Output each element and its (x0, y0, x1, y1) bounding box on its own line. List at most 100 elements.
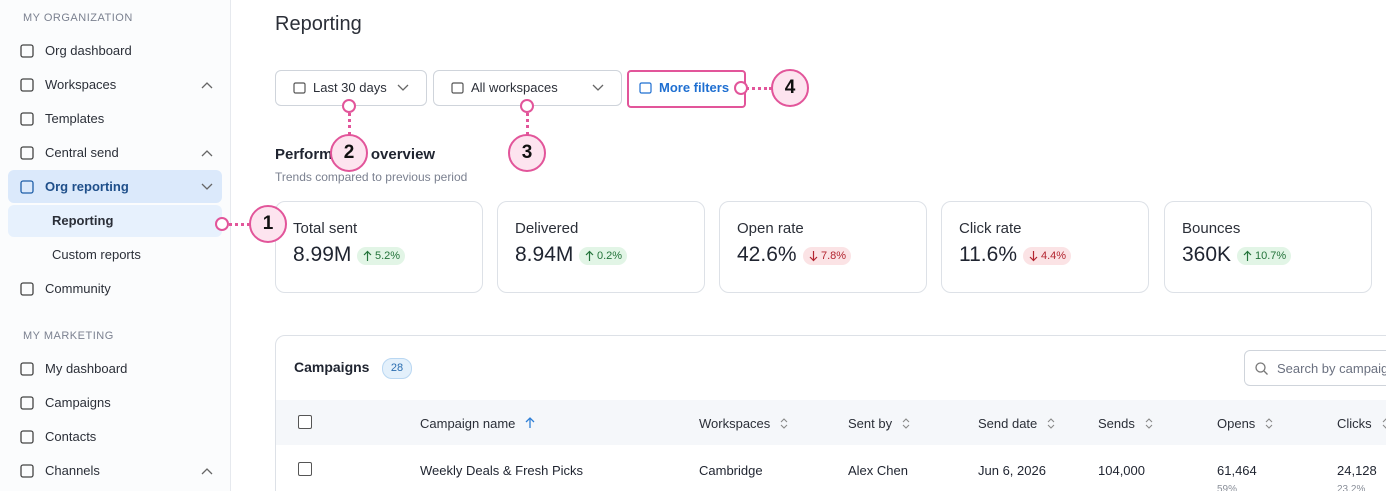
column-header[interactable]: Sends (1098, 416, 1135, 431)
section-heading: MY MARKETING (23, 330, 114, 342)
column-header[interactable]: Sent by (848, 416, 893, 431)
nav-icon (20, 430, 34, 444)
chevron (201, 468, 213, 475)
nav-item[interactable]: Org dashboard (45, 43, 132, 58)
sort-icon (1145, 418, 1153, 429)
nav-item[interactable]: Central send (45, 145, 119, 160)
search-box[interactable]: Search by campaign (1244, 350, 1386, 386)
nav-item[interactable]: My dashboard (45, 361, 128, 376)
filter-icon (293, 82, 306, 94)
nav-icon (20, 78, 34, 92)
sidebar (0, 0, 231, 491)
kpi-change: 7.8% (803, 247, 852, 265)
filter-icon (639, 82, 652, 94)
column-header[interactable]: Campaign name (420, 416, 516, 431)
table-cell: 61,464 (1217, 463, 1257, 478)
nav-item[interactable]: Channels (45, 463, 100, 478)
callout: 4 (771, 69, 809, 107)
callout-connector (526, 106, 529, 135)
kpi-label: Delivered (515, 220, 579, 237)
nav-item[interactable]: Org reporting (45, 179, 129, 194)
sort-icon (780, 418, 788, 429)
section-heading: MY ORGANIZATION (23, 12, 133, 24)
section-subtitle: Trends compared to previous period (275, 170, 468, 184)
callout: 1 (249, 205, 287, 243)
kpi-label: Bounces (1182, 220, 1241, 237)
selected-item-bg (8, 205, 222, 237)
filter-label: More filters (659, 80, 730, 95)
column-header[interactable]: Workspaces (699, 416, 771, 431)
sort-icon (1382, 418, 1386, 429)
kpi-change: 10.7% (1237, 247, 1292, 265)
kpi-value: 360K (1182, 243, 1232, 266)
nav-item[interactable]: Templates (45, 111, 105, 126)
filter-label: Last 30 days (313, 80, 387, 95)
select-all-checkbox[interactable] (298, 415, 312, 429)
kpi-change: 0.2% (579, 247, 628, 265)
change-arrow (1029, 251, 1038, 262)
chevron (592, 84, 604, 91)
kpi-value: 42.6% (737, 243, 797, 266)
callout: 3 (508, 134, 546, 172)
change-arrow (1243, 250, 1252, 261)
nav-subitem[interactable]: Reporting (52, 213, 114, 228)
column-header[interactable]: Clicks (1337, 416, 1372, 431)
table-cell: Cambridge (699, 463, 763, 478)
kpi-label: Open rate (737, 220, 804, 237)
nav-icon (20, 362, 34, 376)
table-subtext: 59% (1217, 484, 1238, 491)
search-placeholder: Search by campaign (1277, 361, 1386, 376)
filter-icon (451, 82, 464, 94)
table-cell: Weekly Deals & Fresh Picks (420, 463, 584, 478)
nav-icon (20, 396, 34, 410)
nav-icon (20, 282, 34, 296)
callout-anchor (520, 99, 534, 113)
callout: 2 (330, 134, 368, 172)
kpi-label: Click rate (959, 220, 1022, 237)
chevron (397, 84, 409, 91)
search-icon (1255, 362, 1268, 375)
nav-icon (20, 180, 34, 194)
count-badge: 28 (382, 358, 412, 379)
kpi-change: 5.2% (357, 247, 406, 265)
row-checkbox[interactable] (298, 462, 312, 476)
nav-item[interactable]: Workspaces (45, 77, 117, 92)
active-item-bg (8, 170, 222, 203)
callout-anchor (734, 81, 748, 95)
kpi-card (941, 201, 1149, 293)
table-cell: Jun 6, 2026 (978, 463, 1046, 478)
kpi-value: 8.99M (293, 243, 352, 266)
chevron (201, 183, 213, 190)
nav-icon (20, 44, 34, 58)
nav-item[interactable]: Contacts (45, 429, 97, 444)
table-subtext: 23.2% (1337, 484, 1366, 491)
chevron (201, 150, 213, 157)
change-arrow (363, 250, 372, 261)
nav-item[interactable]: Campaigns (45, 395, 111, 410)
nav-icon (20, 146, 34, 160)
sort-icon (1265, 418, 1273, 429)
filter-label: All workspaces (471, 80, 558, 95)
callout-connector (222, 223, 250, 226)
sort-asc-icon (525, 417, 535, 428)
callout-connector (348, 106, 351, 135)
nav-icon (20, 112, 34, 126)
nav-icon (20, 464, 34, 478)
table-cell: 24,128 (1337, 463, 1377, 478)
sort-icon (902, 418, 910, 429)
table-header (276, 400, 1386, 445)
nav-item[interactable]: Community (45, 281, 111, 296)
column-header[interactable]: Opens (1217, 416, 1256, 431)
column-header[interactable]: Send date (978, 416, 1038, 431)
table-cell: Alex Chen (848, 463, 908, 478)
callout-anchor (342, 99, 356, 113)
table-title: Campaigns (294, 359, 370, 375)
callout-anchor (215, 217, 229, 231)
nav-subitem[interactable]: Custom reports (52, 247, 141, 262)
change-arrow (585, 250, 594, 261)
chevron (201, 82, 213, 89)
callout-connector (741, 87, 772, 90)
page-title: Reporting (275, 13, 362, 35)
kpi-value: 11.6% (959, 243, 1017, 266)
